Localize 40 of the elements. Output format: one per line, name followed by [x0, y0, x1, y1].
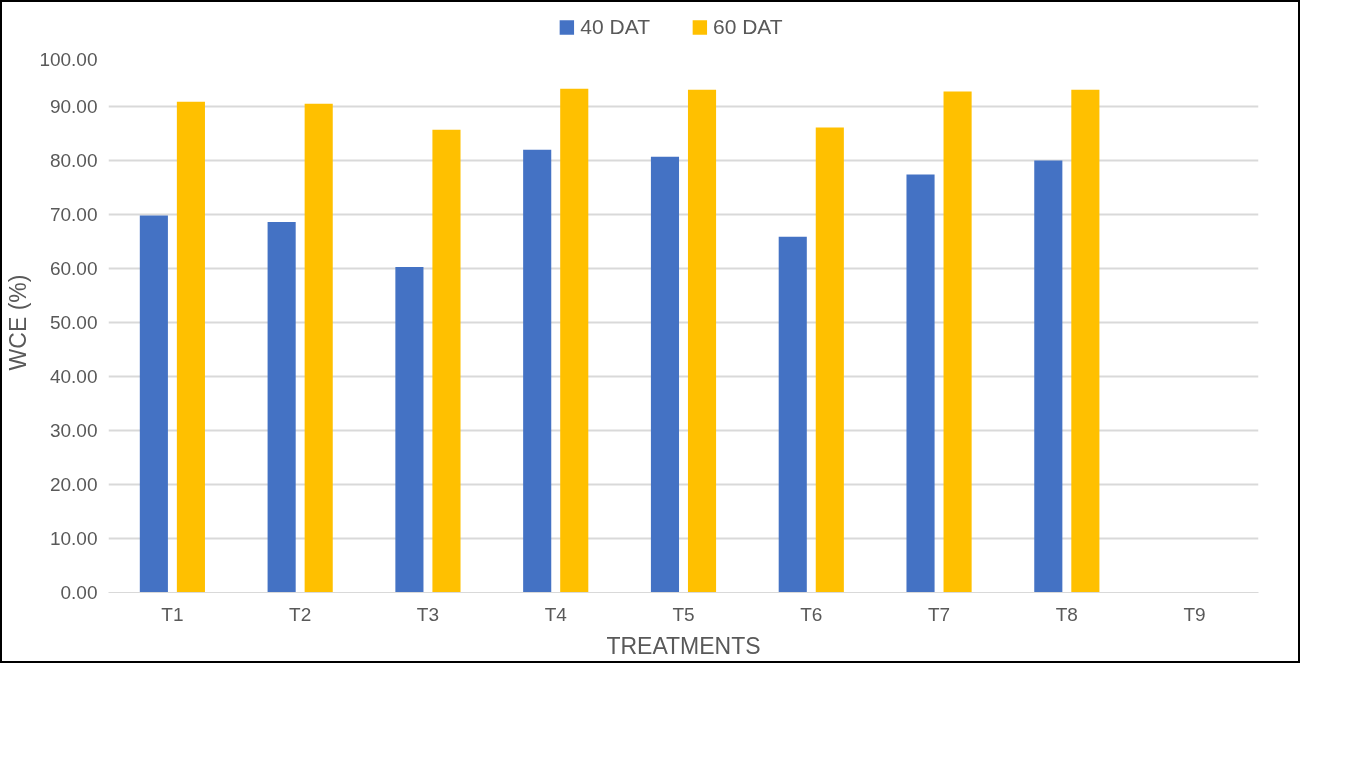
y-tick-label: 100.00 [39, 48, 98, 70]
bar [432, 129, 461, 593]
bar [650, 156, 680, 593]
y-tick-label: 20.00 [49, 474, 98, 495]
x-tick-label: T3 [416, 603, 440, 625]
bar [523, 149, 552, 593]
y-axis-title: WCE (%) [5, 274, 32, 371]
y-tick-label: 50.00 [49, 312, 98, 333]
bar [943, 91, 972, 593]
x-tick-label: T8 [1055, 603, 1078, 625]
bar [176, 101, 205, 593]
x-tick-label: T6 [800, 603, 823, 625]
y-tick-label: 0.00 [60, 582, 98, 603]
y-tick-label: 80.00 [49, 150, 98, 171]
x-axis-title: TREATMENTS [606, 632, 761, 659]
y-tick-label: 60.00 [49, 258, 98, 279]
bar [304, 103, 333, 593]
bar [1034, 160, 1063, 593]
bar [267, 222, 296, 593]
x-tick-label: T5 [672, 603, 695, 625]
y-tick-label: 10.00 [49, 528, 98, 549]
y-tick-label: 90.00 [49, 96, 98, 117]
y-tick-label: 40.00 [49, 366, 98, 387]
legend-label: 60 DAT [713, 15, 783, 39]
legend-label: 40 DAT [580, 15, 650, 39]
bar [139, 215, 168, 593]
bar [1071, 89, 1100, 593]
bar [395, 266, 424, 593]
bar [687, 89, 717, 593]
y-tick-label: 70.00 [49, 204, 98, 225]
x-tick-label: T2 [289, 603, 312, 625]
x-tick-label: T9 [1183, 603, 1206, 625]
x-tick-label: T7 [927, 603, 951, 625]
bar [560, 88, 589, 593]
bar [778, 236, 807, 593]
bar [815, 127, 844, 593]
bar [906, 174, 935, 593]
x-tick-label: T1 [161, 603, 184, 625]
x-tick-label: T4 [544, 603, 568, 625]
y-tick-label: 30.00 [49, 420, 98, 441]
